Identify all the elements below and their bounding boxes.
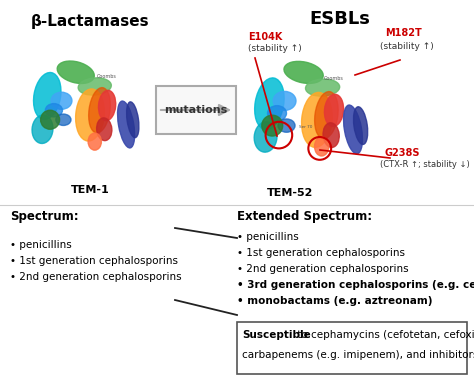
Text: Extended Spectrum:: Extended Spectrum: — [237, 210, 372, 223]
Text: (stability ↑): (stability ↑) — [380, 42, 434, 51]
Ellipse shape — [315, 137, 329, 156]
Text: Spectrum:: Spectrum: — [10, 210, 79, 223]
Text: carbapenems (e.g. imipenem), and inhibitors: carbapenems (e.g. imipenem), and inhibit… — [242, 350, 474, 360]
Bar — [237, 322, 467, 374]
Text: • 2nd generation cephalosporins: • 2nd generation cephalosporins — [237, 264, 409, 274]
Ellipse shape — [118, 101, 135, 148]
Text: • 1st generation cephalosporins: • 1st generation cephalosporins — [237, 248, 405, 258]
Text: TEM-52: TEM-52 — [267, 188, 313, 198]
Ellipse shape — [315, 92, 338, 139]
Text: Coombs: Coombs — [97, 75, 117, 79]
Ellipse shape — [89, 87, 110, 133]
Ellipse shape — [51, 92, 72, 109]
Text: • 2nd generation cephalosporins: • 2nd generation cephalosporins — [10, 272, 182, 282]
Text: Ser 70: Ser 70 — [299, 125, 312, 130]
Ellipse shape — [273, 91, 296, 110]
Text: • 1st generation cephalosporins: • 1st generation cephalosporins — [10, 256, 178, 266]
Ellipse shape — [76, 89, 104, 141]
Ellipse shape — [78, 78, 111, 95]
Text: TEM-1: TEM-1 — [71, 185, 109, 195]
Text: • 3rd generation cephalosporins (e.g. cefotaxime): • 3rd generation cephalosporins (e.g. ce… — [237, 280, 474, 290]
Text: (CTX-R ↑; stability ↓): (CTX-R ↑; stability ↓) — [380, 160, 470, 169]
Text: • monobactams (e.g. aztreonam): • monobactams (e.g. aztreonam) — [237, 296, 432, 306]
FancyArrowPatch shape — [161, 105, 229, 115]
Ellipse shape — [255, 78, 284, 130]
Text: E104K: E104K — [248, 32, 283, 42]
Ellipse shape — [97, 118, 112, 140]
Ellipse shape — [324, 94, 344, 127]
Text: Susceptible: Susceptible — [242, 330, 311, 340]
Ellipse shape — [127, 102, 139, 138]
Text: • penicillins: • penicillins — [237, 232, 299, 242]
Text: mutations: mutations — [164, 105, 228, 115]
FancyBboxPatch shape — [156, 86, 236, 134]
Ellipse shape — [354, 107, 368, 144]
Ellipse shape — [56, 114, 71, 125]
Ellipse shape — [41, 110, 60, 129]
Ellipse shape — [284, 62, 323, 84]
Ellipse shape — [32, 115, 53, 144]
Ellipse shape — [323, 123, 339, 147]
Ellipse shape — [99, 90, 116, 121]
Text: Coombs: Coombs — [324, 75, 344, 80]
Text: to cephamycins (cefotetan, cefoxitin),: to cephamycins (cefotetan, cefoxitin), — [294, 330, 474, 340]
Text: G238S: G238S — [385, 148, 420, 158]
Ellipse shape — [301, 92, 332, 147]
Ellipse shape — [254, 122, 277, 152]
Ellipse shape — [344, 105, 363, 154]
Text: β-Lactamases: β-Lactamases — [31, 14, 149, 29]
Text: (stability ↑): (stability ↑) — [248, 44, 302, 53]
Text: • penicillins: • penicillins — [10, 240, 72, 250]
Text: ESBLs: ESBLs — [310, 10, 371, 28]
Ellipse shape — [278, 119, 295, 132]
Ellipse shape — [46, 104, 63, 117]
Ellipse shape — [267, 106, 286, 121]
Ellipse shape — [88, 133, 101, 150]
Ellipse shape — [306, 79, 340, 96]
Text: M182T: M182T — [385, 28, 422, 38]
Ellipse shape — [34, 72, 61, 120]
Ellipse shape — [57, 61, 94, 84]
Ellipse shape — [262, 115, 283, 136]
